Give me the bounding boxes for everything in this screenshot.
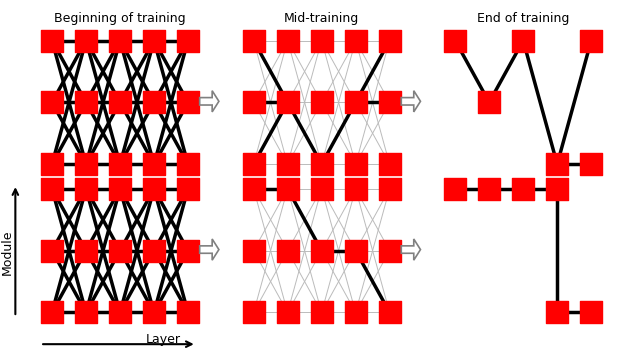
Point (316, 310, 326, 315)
Point (47, 38, 57, 43)
Point (450, 186, 460, 192)
Point (316, 248, 326, 253)
Point (47, 161, 57, 167)
Point (586, 161, 596, 167)
Point (316, 186, 326, 192)
Point (81, 248, 91, 253)
Point (351, 38, 361, 43)
Point (115, 310, 125, 315)
Point (552, 161, 563, 167)
Point (81, 100, 91, 105)
Point (552, 310, 563, 315)
Text: Beginning of training: Beginning of training (54, 12, 186, 25)
Point (183, 186, 193, 192)
Point (149, 248, 159, 253)
Point (385, 248, 395, 253)
Point (248, 248, 259, 253)
Text: Module: Module (1, 230, 14, 275)
Point (385, 186, 395, 192)
Point (183, 310, 193, 315)
Point (183, 248, 193, 253)
Point (248, 186, 259, 192)
Point (518, 38, 528, 43)
Point (351, 310, 361, 315)
Point (552, 186, 563, 192)
Point (183, 100, 193, 105)
Point (149, 38, 159, 43)
Point (47, 100, 57, 105)
Point (149, 161, 159, 167)
Point (351, 161, 361, 167)
Point (248, 310, 259, 315)
Point (282, 161, 292, 167)
Point (316, 100, 326, 105)
Text: End of training: End of training (477, 12, 570, 25)
Point (183, 38, 193, 43)
Point (484, 186, 494, 192)
Point (149, 310, 159, 315)
Point (385, 100, 395, 105)
Point (47, 248, 57, 253)
Point (81, 310, 91, 315)
Point (47, 186, 57, 192)
Point (115, 248, 125, 253)
Point (149, 186, 159, 192)
Point (385, 161, 395, 167)
Text: Mid-training: Mid-training (284, 12, 359, 25)
Point (248, 100, 259, 105)
Point (385, 310, 395, 315)
Point (316, 38, 326, 43)
Point (115, 161, 125, 167)
Point (282, 186, 292, 192)
Point (351, 186, 361, 192)
Point (282, 310, 292, 315)
Point (282, 38, 292, 43)
Point (518, 186, 528, 192)
Point (586, 38, 596, 43)
Point (115, 186, 125, 192)
Point (316, 161, 326, 167)
Point (248, 161, 259, 167)
Point (450, 38, 460, 43)
Point (47, 310, 57, 315)
Point (351, 248, 361, 253)
Point (149, 100, 159, 105)
Point (282, 248, 292, 253)
Point (115, 100, 125, 105)
Point (81, 186, 91, 192)
Point (81, 38, 91, 43)
Point (351, 100, 361, 105)
Point (282, 100, 292, 105)
Point (115, 38, 125, 43)
Text: Layer: Layer (146, 333, 180, 346)
Point (81, 161, 91, 167)
Point (385, 38, 395, 43)
Point (484, 100, 494, 105)
Point (248, 38, 259, 43)
Point (586, 310, 596, 315)
Point (183, 161, 193, 167)
